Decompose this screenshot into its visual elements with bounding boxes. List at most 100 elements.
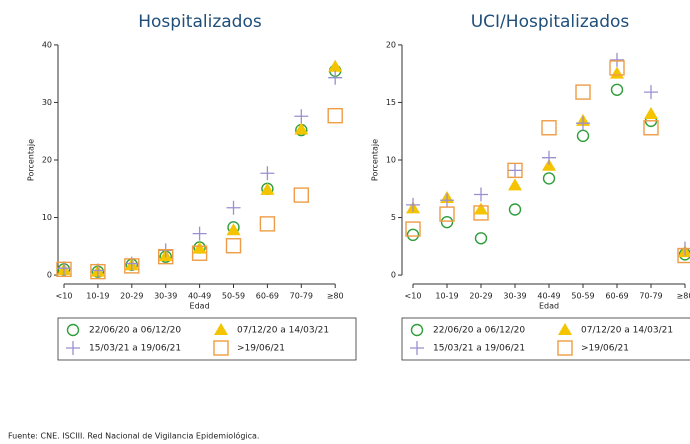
legend-box — [57, 317, 357, 361]
y-tick-label: 0 — [391, 271, 396, 280]
marker-triangle — [558, 323, 572, 335]
x-tick-label: <10 — [405, 292, 422, 301]
marker-square — [56, 261, 72, 278]
x-tick-label: 50-59 — [571, 292, 594, 301]
x-tick-label: ≥80 — [327, 292, 344, 301]
y-tick-label: 15 — [386, 98, 396, 107]
marker-square — [124, 258, 140, 274]
marker-triangle — [226, 223, 241, 236]
legend-box — [401, 317, 690, 361]
marker-square — [557, 340, 573, 356]
marker-triangle — [644, 106, 658, 119]
marker-square — [609, 60, 625, 76]
chart-title: Hospitalizados — [138, 12, 262, 32]
marker-square — [213, 340, 229, 356]
marker-triangle — [260, 182, 275, 195]
marker-square — [643, 120, 659, 136]
marker-square — [575, 84, 591, 100]
marker-triangle — [542, 158, 556, 171]
y-axis-label: Porcentaje — [371, 139, 380, 181]
marker-triangle — [678, 245, 690, 258]
legend-label: 07/12/20 a 14/03/21 — [237, 326, 329, 336]
marker-plus — [410, 341, 424, 355]
marker-plus — [328, 70, 343, 85]
marker-plus — [474, 187, 488, 202]
legend-label: 15/03/21 a 19/06/21 — [433, 344, 525, 354]
marker-circle — [440, 215, 454, 229]
x-tick-label: 40-49 — [188, 292, 211, 301]
x-tick-label: 40-49 — [537, 292, 560, 301]
marker-plus — [644, 85, 658, 100]
marker-triangle — [192, 241, 207, 254]
x-tick-label: 10-19 — [86, 292, 109, 301]
marker-circle — [576, 129, 590, 143]
marker-circle — [406, 228, 420, 242]
marker-square — [405, 221, 421, 237]
marker-circle — [474, 232, 488, 245]
marker-plus — [440, 193, 454, 208]
x-tick-label: ≥80 — [677, 292, 690, 301]
legend-label: >19/06/21 — [581, 344, 629, 354]
x-tick-label: 10-19 — [435, 292, 458, 301]
x-tick-label: 20-29 — [120, 292, 143, 301]
marker-square — [90, 263, 106, 280]
marker-circle — [542, 172, 556, 185]
x-tick-label: 60-69 — [256, 292, 279, 301]
marker-square — [677, 247, 690, 264]
marker-square — [507, 162, 523, 179]
x-tick-label: <10 — [56, 292, 73, 301]
marker-square — [191, 245, 208, 261]
marker-square — [327, 107, 343, 124]
y-tick-label: 5 — [391, 213, 396, 222]
marker-circle — [66, 323, 80, 337]
marker-plus — [66, 341, 80, 355]
footnote: Fuente: CNE. ISCIII. Red Nacional de Vig… — [8, 431, 259, 441]
y-tick-label: 20 — [386, 40, 396, 49]
x-axis-label: Edad — [539, 302, 559, 311]
marker-plus — [260, 166, 275, 181]
y-tick-label: 20 — [42, 156, 52, 165]
marker-square — [225, 238, 242, 254]
x-tick-label: 30-39 — [154, 292, 177, 301]
y-tick-label: 0 — [47, 271, 52, 280]
marker-square — [439, 206, 455, 222]
marker-plus — [576, 116, 590, 131]
x-tick-label: 70-79 — [290, 292, 313, 301]
marker-triangle — [474, 202, 488, 215]
marker-square — [473, 205, 489, 221]
marker-triangle — [294, 122, 309, 135]
legend-label: 22/06/20 a 06/12/20 — [89, 326, 181, 336]
marker-square — [541, 120, 557, 136]
x-tick-label: 20-29 — [469, 292, 492, 301]
y-axis-label: Porcentaje — [27, 139, 36, 181]
y-tick-label: 10 — [42, 213, 52, 222]
x-tick-label: 30-39 — [503, 292, 526, 301]
marker-plus — [406, 197, 420, 212]
marker-square — [259, 216, 276, 232]
marker-plus — [57, 261, 71, 276]
y-tick-label: 40 — [42, 40, 52, 49]
x-axis-label: Edad — [190, 302, 210, 311]
marker-circle — [508, 203, 522, 216]
marker-triangle — [610, 66, 624, 79]
marker-circle — [410, 323, 424, 337]
marker-plus — [542, 150, 556, 165]
marker-plus — [226, 200, 241, 215]
marker-plus — [508, 163, 522, 178]
x-tick-label: 60-69 — [605, 292, 628, 301]
marker-plus — [294, 109, 309, 124]
chart-title: UCI/Hospitalizados — [471, 12, 630, 32]
marker-square — [157, 248, 174, 265]
x-tick-label: 50-59 — [222, 292, 245, 301]
marker-square — [293, 187, 309, 203]
marker-triangle — [508, 178, 522, 191]
marker-plus — [90, 263, 105, 278]
y-tick-label: 10 — [386, 156, 396, 165]
marker-triangle — [328, 59, 343, 72]
legend-label: 22/06/20 a 06/12/20 — [433, 326, 525, 336]
x-tick-label: 70-79 — [639, 292, 662, 301]
marker-triangle — [214, 323, 228, 335]
marker-circle — [610, 83, 624, 96]
marker-plus — [610, 52, 624, 67]
